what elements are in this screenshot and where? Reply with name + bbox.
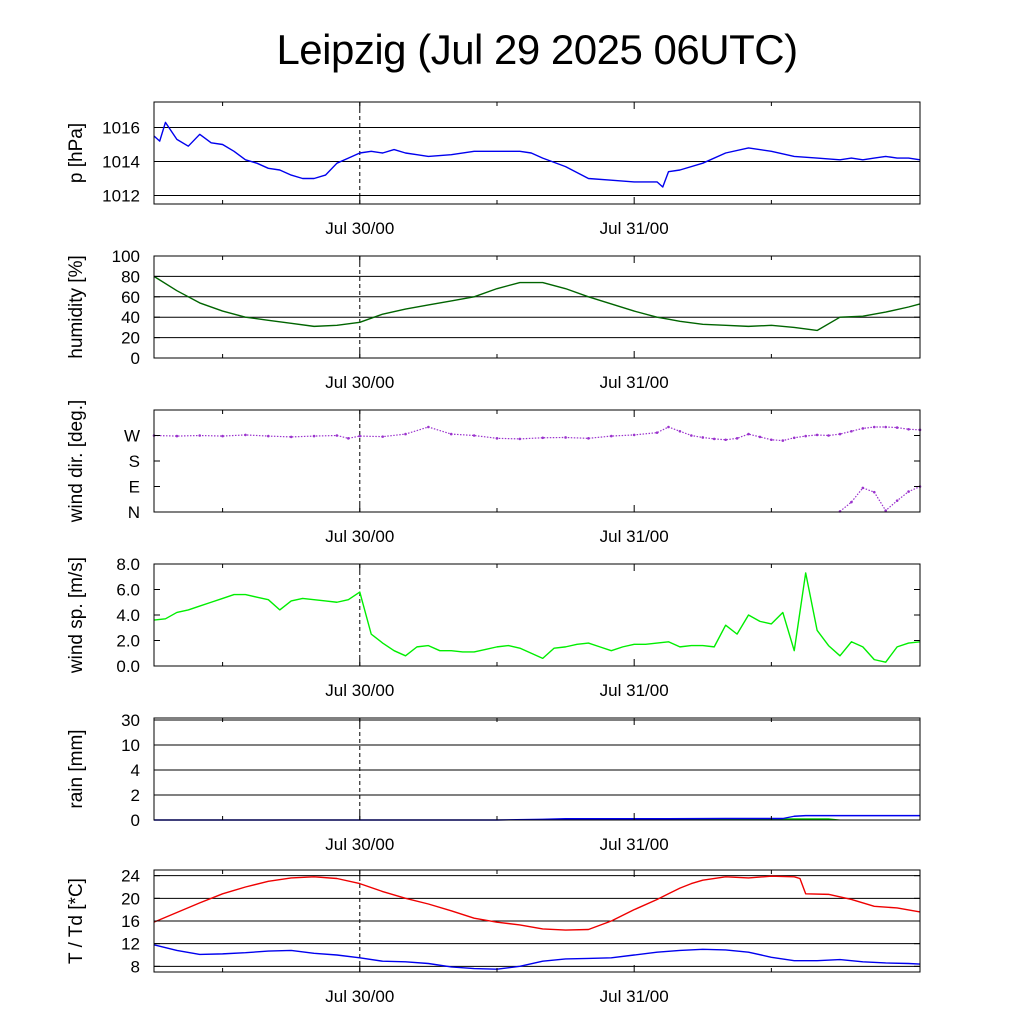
wind-dir-point [541,436,545,440]
y-axis-label: rain [mm] [66,729,87,808]
y-tick-label: 4.0 [116,606,140,625]
y-tick-label: 30 [121,711,140,730]
y-tick-label: S [129,452,140,471]
wind-dir-point [712,437,716,441]
y-tick-label: 8.0 [116,555,140,574]
x-tick-label: Jul 30/00 [325,527,394,546]
x-tick-label: Jul 30/00 [325,987,394,1006]
y-tick-label: 6.0 [116,581,140,600]
wind-dir-point [289,435,293,439]
y-axis-label: T / Td [*C] [66,878,87,964]
y-axis-label: wind sp. [m/s] [66,557,87,674]
panel-1: 1012 1014 1016 Jul 30/00 Jul 31/00 p [hPa] [66,101,921,238]
plot-frame [153,409,921,513]
chart-title: Leipzig (Jul 29 2025 06UTC) [276,26,798,73]
y-tick-label: 8 [131,957,140,976]
plot-frame [153,101,921,205]
x-tick-label: Jul 31/00 [600,681,669,700]
wind-dir-point [472,434,476,437]
y-tick-label: 100 [112,247,140,266]
y-tick-label: 1014 [102,153,140,172]
y-tick-label: 40 [121,308,140,327]
y-tick-label: 12 [121,935,140,954]
x-tick-label: Jul 31/00 [600,835,669,854]
y-tick-label: 0 [131,811,140,830]
plot-frame [153,717,921,821]
y-axis-label: wind dir. [deg.] [66,400,87,524]
x-tick-label: Jul 30/00 [325,681,394,700]
y-tick-label: N [128,503,140,522]
y-tick-label: W [124,427,140,446]
panel-6: 8 12 16 20 24 Jul 30/00 Jul 31/00 T / Td [*C] [66,867,921,1006]
wind-dir-point [175,434,179,438]
wind-dir-series-1 [153,426,921,442]
panel-4: 0.0 2.0 4.0 6.0 8.0 Jul 30/00 Jul 31/00 wind sp… [66,555,921,700]
y-tick-label: 80 [121,267,140,286]
x-tick-label: Jul 31/00 [600,219,669,238]
series-line-2 [154,814,920,821]
x-tick-label: Jul 30/00 [325,835,394,854]
y-tick-label: 0.0 [116,657,140,676]
x-tick-label: Jul 31/00 [600,527,669,546]
wind-dir-point [815,433,819,437]
series-line-1 [153,875,921,931]
series-line-1 [153,275,921,332]
y-axis-label: humidity [%] [66,255,87,358]
wind-dir-point [244,433,247,437]
y-tick-label: 1012 [102,187,140,206]
y-tick-label: 2.0 [116,632,140,651]
y-tick-label: 10 [121,736,140,755]
wind-dir-point [358,434,362,438]
wind-dir-point [907,427,910,431]
y-tick-label: 0 [131,349,140,368]
plot-frame [153,255,921,359]
wind-dir-series-2 [839,485,921,512]
y-tick-label: 24 [121,867,140,886]
wind-dir-point [221,434,224,438]
y-axis-label: p [hPa] [66,123,87,183]
series-line-1 [153,121,921,188]
y-tick-label: 20 [121,889,140,908]
y-tick-label: 16 [121,912,140,931]
x-tick-label: Jul 30/00 [325,219,394,238]
y-tick-label: 4 [131,761,140,780]
series-line-2 [153,944,921,970]
y-tick-label: 1016 [102,119,140,138]
panel-5: 0 2 4 10 30 Jul 30/00 Jul 31/00 rain [mm] [66,711,921,854]
x-tick-label: Jul 31/00 [600,373,669,392]
y-tick-label: 20 [121,329,140,348]
y-tick-label: 60 [121,288,140,307]
x-tick-label: Jul 30/00 [325,373,394,392]
y-tick-label: E [129,478,140,497]
y-tick-label: 2 [131,786,140,805]
series-line-1 [153,572,921,663]
x-tick-label: Jul 31/00 [600,987,669,1006]
